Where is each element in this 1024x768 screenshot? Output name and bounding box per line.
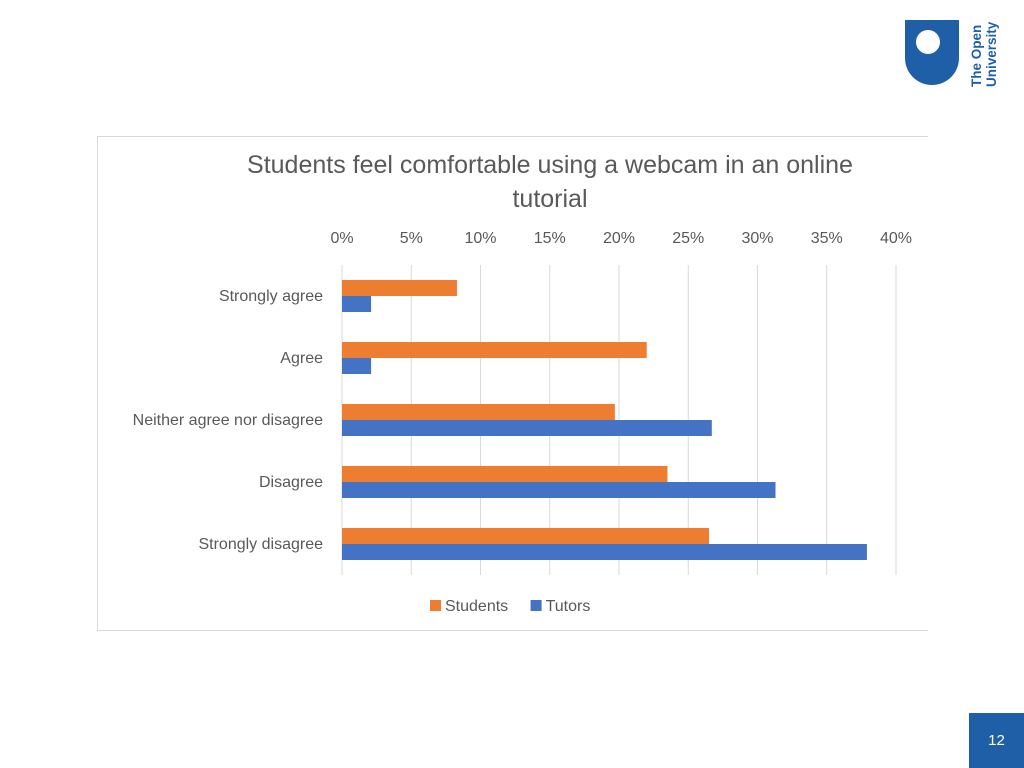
x-tick-label: 15% [534,230,566,247]
x-tick-label: 20% [603,230,635,247]
logo-shield-icon [905,20,959,85]
legend-label-tutors: Tutors [546,598,591,615]
y-category-label: Strongly agree [219,288,323,305]
x-tick-label: 30% [741,230,773,247]
x-tick-label: 35% [811,230,843,247]
x-tick-label: 0% [330,230,353,247]
bar-students-strongly-disagree [342,528,710,544]
y-category-label: Disagree [259,474,323,491]
x-tick-label: 40% [880,230,912,247]
x-tick-label: 25% [672,230,704,247]
legend-swatch-students [430,600,441,611]
chart-title: Students feel comfortable using a webcam… [247,151,853,213]
bar-tutors-neither-agree-nor-disagree [342,420,712,436]
bar-tutors-strongly-disagree [342,544,867,560]
open-university-logo: The Open University [905,20,1000,88]
page-number-badge: 12 [969,713,1024,768]
bar-students-neither-agree-nor-disagree [342,404,615,420]
page-number: 12 [988,732,1005,749]
x-tick-label: 10% [464,230,496,247]
bar-students-disagree [342,466,668,482]
logo-dot [916,30,940,54]
bar-students-agree [342,342,647,358]
x-tick-label: 5% [400,230,423,247]
legend-label-students: Students [445,598,508,615]
y-category-label: Neither agree nor disagree [133,412,323,429]
bar-tutors-agree [342,358,372,374]
bar-tutors-disagree [342,482,776,498]
y-category-label: Strongly disagree [198,536,323,553]
bar-students-strongly-agree [342,280,457,296]
legend-swatch-tutors [530,600,542,611]
bar-tutors-strongly-agree [342,296,372,312]
y-category-label: Agree [280,350,323,367]
